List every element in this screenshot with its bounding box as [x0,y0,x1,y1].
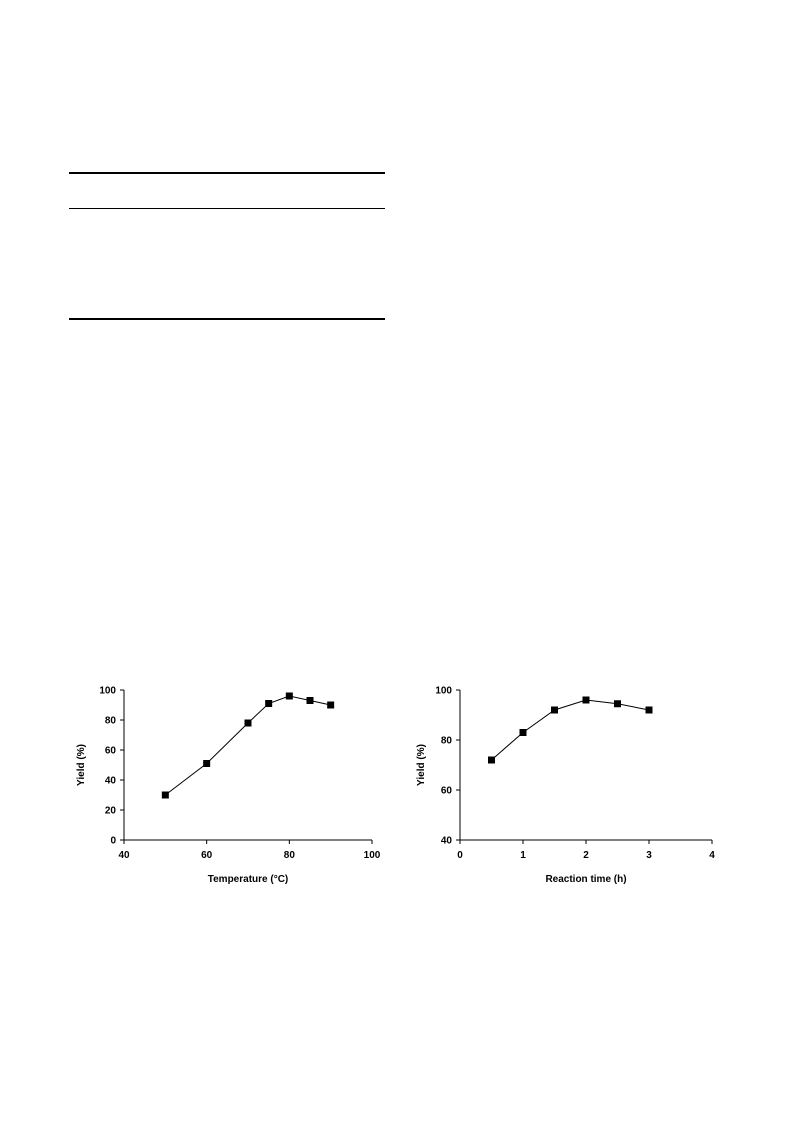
x-tick-label: 3 [646,850,652,861]
data-point-marker [265,700,273,707]
y-tick-label: 60 [105,746,117,757]
x-tick-label: 2 [583,850,589,861]
y-tick-label: 80 [105,716,117,727]
data-point-marker [582,696,590,704]
y-axis-title: Yield (%) [76,744,87,786]
reaction-time-yield-chart: 40 60 80 100 0 1 2 3 4 Reaction time (h) Yield (%) [400,670,730,890]
reaction-time-yield-chart-svg: 40 60 80 100 0 1 2 3 4 Reaction time (h) Yield (%) [416,686,715,886]
y-tick-label: 40 [105,776,117,787]
data-point-marker [244,719,252,727]
x-tick-label: 4 [709,850,715,861]
y-tick-label: 40 [441,836,453,847]
data-point-marker [285,692,293,700]
y-tick-label: 60 [441,786,453,797]
x-tick-label: 0 [457,850,463,861]
table-bottom-rule [69,318,385,320]
temperature-yield-chart-svg: 0 20 40 60 80 100 40 60 80 100 Temperature (°C) Yie… [76,686,381,886]
table-header-rule [69,208,385,209]
y-tick-label: 80 [441,736,453,747]
data-point-marker [614,700,621,708]
data-point-marker [519,729,527,736]
x-tick-label: 1 [520,850,526,861]
x-tick-label: 80 [284,850,296,861]
temperature-yield-chart: 0 20 40 60 80 100 40 60 80 100 Temperature (°C) Yie… [60,670,390,890]
table-top-rule [69,172,385,174]
y-tick-label: 100 [99,686,116,697]
x-tick-label: 100 [364,850,381,861]
data-point-marker [161,791,169,799]
x-tick-label: 60 [201,850,213,861]
x-axis-title: Reaction time (h) [545,874,626,885]
data-point-marker [327,701,335,709]
data-point-marker [203,760,211,767]
series-line [491,699,650,761]
y-axis-title: Yield (%) [416,744,427,786]
y-tick-label: 100 [435,686,452,697]
data-point-marker [306,697,314,704]
x-tick-label: 40 [118,850,130,861]
series-line [165,695,331,796]
y-tick-label: 20 [105,806,117,817]
data-point-marker [645,706,653,714]
x-axis-title: Temperature (°C) [208,874,289,885]
data-point-marker [488,756,495,764]
y-tick-label: 0 [110,836,116,847]
data-point-marker [551,706,558,714]
